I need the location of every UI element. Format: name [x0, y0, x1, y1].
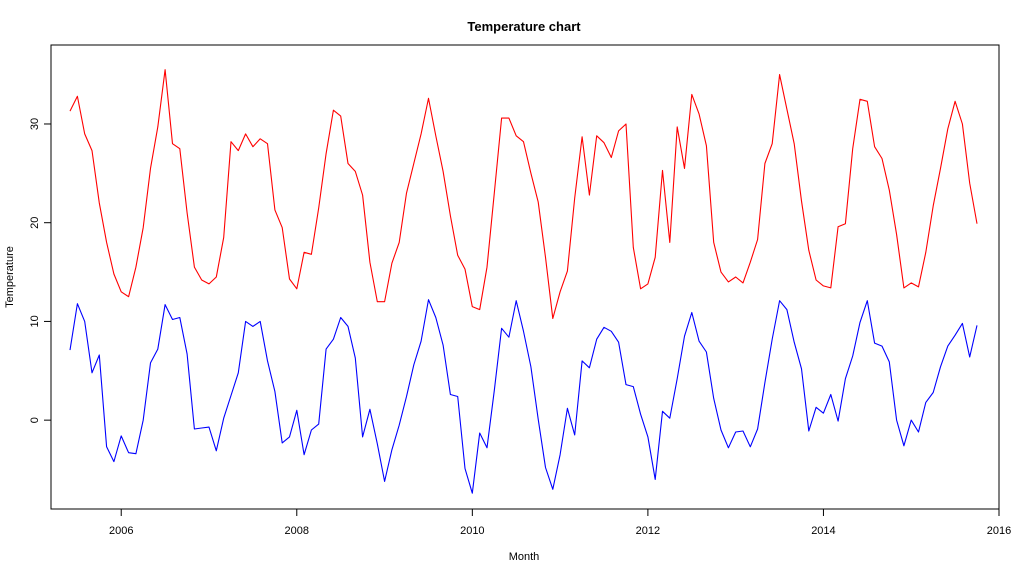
y-tick-label: 30 — [29, 118, 41, 130]
series-line-blue — [69, 299, 978, 494]
series-line-red — [69, 69, 978, 320]
x-tick-label: 2008 — [285, 525, 309, 537]
y-axis-label: Temperature — [4, 246, 16, 308]
chart-title: Temperature chart — [467, 19, 581, 34]
x-tick-label: 2014 — [811, 525, 835, 537]
y-axis: 0 10 20 30 — [29, 118, 52, 423]
x-tick-label: 2016 — [987, 525, 1011, 537]
y-tick-label: 20 — [29, 217, 41, 229]
x-tick-label: 2006 — [109, 525, 133, 537]
y-tick-label: 0 — [29, 417, 41, 423]
series-layer — [69, 69, 978, 494]
x-tick-label: 2012 — [636, 525, 660, 537]
x-axis: 2006 2008 2010 2012 2014 2016 — [109, 508, 1011, 537]
x-tick-label: 2010 — [460, 525, 484, 537]
plot-frame — [50, 44, 1000, 510]
y-tick-label: 10 — [29, 315, 41, 327]
x-axis-label: Month — [509, 551, 540, 563]
